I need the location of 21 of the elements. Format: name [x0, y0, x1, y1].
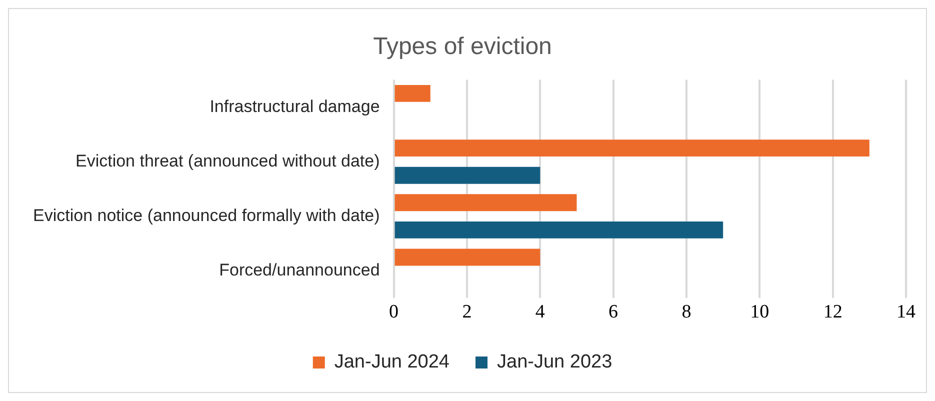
x-tick-label: 6: [608, 302, 618, 323]
legend-label: Jan-Jun 2023: [497, 352, 612, 373]
x-tick-label: 10: [750, 302, 770, 323]
x-tick-label: 8: [682, 302, 692, 323]
bar: [394, 194, 577, 212]
bar: [394, 84, 430, 102]
legend-label: Jan-Jun 2024: [334, 352, 450, 373]
y-tick-label: Eviction threat (announced without date): [75, 151, 380, 170]
bar: [394, 221, 724, 238]
x-tick-label: 4: [535, 302, 546, 323]
x-tick-label: 0: [389, 302, 399, 323]
chart-title: Types of eviction: [373, 33, 552, 60]
y-tick-label: Eviction notice (announced formally with date): [32, 206, 380, 225]
y-tick-label: Infrastructural damage: [210, 96, 380, 116]
y-tick-label: Forced/unannounced: [219, 260, 380, 280]
bar: [394, 248, 540, 266]
x-tick-label: 2: [462, 302, 472, 323]
x-tick-label: 12: [823, 302, 842, 323]
bar: [394, 140, 870, 157]
bar: [394, 166, 540, 184]
x-tick-label: 14: [896, 302, 916, 323]
